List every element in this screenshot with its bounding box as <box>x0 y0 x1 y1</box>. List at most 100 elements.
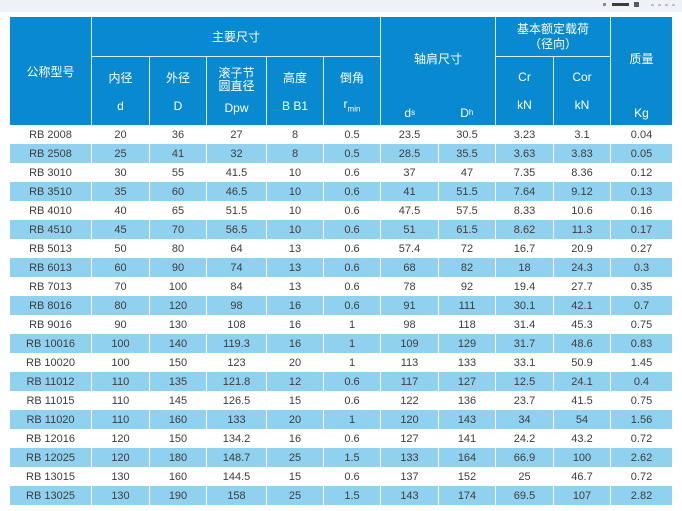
value-cell: 1.5 <box>324 486 381 505</box>
value-cell: 11.3 <box>554 220 611 239</box>
value-cell: 8 <box>267 144 324 163</box>
value-cell: 100 <box>554 448 611 467</box>
value-cell: 78 <box>381 277 439 296</box>
value-cell: 31.4 <box>496 315 554 334</box>
value-cell: 10 <box>267 220 324 239</box>
value-cell: 15 <box>267 467 324 486</box>
model-cell: RB 9016 <box>10 315 92 334</box>
cropped-ui-fragment-dot <box>665 4 668 6</box>
value-cell: 1.5 <box>324 448 381 467</box>
value-cell: 51.5 <box>207 201 267 220</box>
value-cell: 110 <box>92 391 150 410</box>
value-cell: 0.6 <box>324 296 381 315</box>
value-cell: 150 <box>150 353 207 372</box>
value-cell: 24.1 <box>554 372 611 391</box>
value-cell: 143 <box>381 486 439 505</box>
value-cell: 13 <box>267 277 324 296</box>
value-cell: 0.35 <box>630 280 653 293</box>
value-cell: 41 <box>381 182 439 201</box>
value-cell: 130 <box>92 467 150 486</box>
value-cell: 70 <box>150 220 207 239</box>
value-cell: 119.3 <box>207 334 267 353</box>
value-cell: 60 <box>92 258 150 277</box>
value-cell: 8 <box>267 125 324 144</box>
value-cell: 41.5 <box>207 163 267 182</box>
value-cell: 35 <box>92 182 150 201</box>
header-cor: Cor kN <box>554 57 611 125</box>
value-cell: 107 <box>554 486 611 505</box>
value-cell: 0.6 <box>324 163 381 182</box>
value-cell: 120 <box>92 429 150 448</box>
model-cell: RB 13025 <box>10 486 92 505</box>
model-cell: RB 6013 <box>10 258 92 277</box>
value-cell: 148.7 <box>207 448 267 467</box>
table-row: RB 6013 60 90 74 13 0.6 68 82 18 24.3 0.3 <box>10 258 672 277</box>
value-cell: 57.4 <box>381 239 439 258</box>
value-cell: 120 <box>150 296 207 315</box>
value-cell: 13 <box>267 258 324 277</box>
table-row: RB 8016 80 120 98 16 0.6 91 111 30.1 42.1 0.7 <box>10 296 672 315</box>
cropped-ui-fragment-dot <box>651 4 654 6</box>
header-outer-diameter: 外径 D <box>150 57 207 125</box>
value-cell: 129 <box>439 334 496 353</box>
value-cell: 20.9 <box>554 239 611 258</box>
value-cell: 0.4 <box>633 375 650 388</box>
header-chamfer-label: 倒角 <box>339 70 364 85</box>
value-cell: 113 <box>381 353 439 372</box>
value-cell: 0.27 <box>630 242 653 255</box>
header-outer-label: 外径 <box>165 71 190 86</box>
value-cell: 0.6 <box>324 277 381 296</box>
value-cell: 16 <box>267 315 324 334</box>
header-pitch-label-line1: 滚子节 <box>218 66 255 80</box>
value-cell: 121.8 <box>207 372 267 391</box>
value-cell: 111 <box>439 296 496 315</box>
value-cell: 90 <box>92 315 150 334</box>
value-cell: 0.16 <box>630 204 653 217</box>
value-cell: 135 <box>150 372 207 391</box>
value-cell: 0.05 <box>630 147 653 160</box>
model-cell: RB 3010 <box>10 163 92 182</box>
value-cell: 54 <box>554 410 611 429</box>
value-cell: 0.75 <box>630 318 653 331</box>
value-cell: 36 <box>150 125 207 144</box>
value-cell: 174 <box>439 486 496 505</box>
header-bore-label: 内径 <box>108 71 133 86</box>
value-cell: 3.83 <box>554 144 611 163</box>
value-cell: 7.64 <box>496 182 554 201</box>
value-cell: 80 <box>150 239 207 258</box>
value-cell: 0.6 <box>324 201 381 220</box>
value-cell: 66.9 <box>496 448 554 467</box>
value-cell: 23.5 <box>381 125 439 144</box>
header-shoulder-label: 轴肩尺寸 <box>413 52 462 66</box>
value-cell: 55 <box>150 163 207 182</box>
value-cell: 0.6 <box>324 258 381 277</box>
value-cell: 126.5 <box>207 391 267 410</box>
value-cell: 25 <box>267 448 324 467</box>
value-cell: 0.12 <box>630 166 653 179</box>
value-cell: 1 <box>324 353 381 372</box>
value-cell: 34 <box>496 410 554 429</box>
header-bore-symbol: d <box>117 98 124 113</box>
table-row: RB 4510 45 70 56.5 10 0.6 51 61.5 8.62 11.3 0.17 <box>10 220 672 239</box>
value-cell: 122 <box>381 391 439 410</box>
value-cell: 30.5 <box>439 125 496 144</box>
value-cell: 23.7 <box>496 391 554 410</box>
value-cell: 20 <box>92 125 150 144</box>
value-cell: 91 <box>381 296 439 315</box>
value-cell: 127 <box>439 372 496 391</box>
header-height: 高度 B B1 <box>267 57 324 125</box>
ds-base: d <box>404 105 412 120</box>
value-cell: 0.04 <box>630 128 653 141</box>
value-cell: 133 <box>439 353 496 372</box>
cropped-ui-fragment-dot <box>672 4 675 6</box>
header-basic-load-line1: 基本额定载荷 <box>516 21 589 36</box>
table-row: RB 4010 40 65 51.5 10 0.6 47.5 57.5 8.33 10.6 0.16 <box>10 201 672 220</box>
value-cell: 84 <box>207 277 267 296</box>
value-cell: 43.2 <box>554 429 611 448</box>
value-cell: 143 <box>439 410 496 429</box>
header-chamfer-symbol: rmin <box>344 97 361 113</box>
value-cell: 133 <box>207 410 267 429</box>
value-cell: 70 <box>92 277 150 296</box>
value-cell: 0.6 <box>324 372 381 391</box>
table-row: RB 9016 90 130 108 16 1 98 118 31.4 45.3 0.75 <box>10 315 672 334</box>
